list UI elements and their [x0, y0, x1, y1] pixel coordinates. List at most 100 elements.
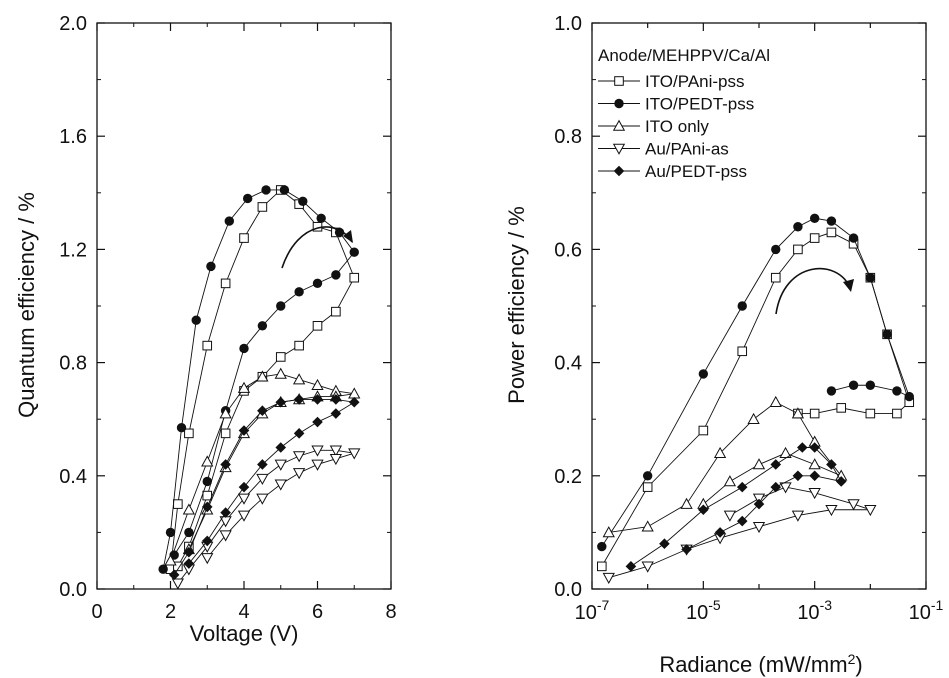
left-point-ito-pedt-pss	[261, 185, 271, 195]
right-point-ito-pani-pss	[892, 408, 902, 419]
legend-marker-ito-pani-pss	[614, 76, 624, 86]
right-point-ito-only	[747, 412, 760, 424]
right-point-ito-only	[680, 497, 693, 509]
left-x-axis-label: Voltage (V)	[190, 621, 299, 646]
right-point-au-pani-as	[752, 521, 766, 534]
left-point-au-pani-as	[274, 459, 287, 471]
right-x-tick-label: 10-5	[686, 597, 721, 624]
right-point-ito-pani-pss	[836, 403, 847, 413]
right-series-line-ito-only	[608, 401, 842, 533]
right-point-ito-pedt-pss	[809, 213, 820, 223]
left-point-ito-pedt-pss	[298, 196, 308, 206]
right-point-au-pani-as	[791, 510, 805, 522]
left-point-au-pedt-pss	[201, 501, 213, 513]
right-series-line-ito-pedt-pss	[601, 217, 911, 547]
left-point-ito-pedt-pss	[158, 564, 168, 574]
right-point-au-pedt-pss	[736, 515, 748, 527]
left-point-au-pedt-pss	[312, 394, 323, 405]
left-point-ito-pedt-pss	[242, 193, 253, 204]
right-x-tick-label: 10-3	[797, 597, 832, 624]
left-series-line-ito-pani-pss	[170, 189, 355, 570]
right-direction-arrow	[775, 267, 851, 315]
left-point-au-pedt-pss	[275, 442, 287, 453]
left-x-tick-label: 4	[238, 601, 249, 623]
right-series-line-au-pedt-pss	[630, 447, 843, 567]
left-point-ito-pani-pss	[220, 278, 231, 289]
legend-label-ito-only: ITO only	[645, 117, 709, 136]
left-point-au-pani-as	[237, 493, 251, 505]
left-point-ito-only	[256, 370, 269, 382]
left-point-au-pedt-pss	[348, 396, 360, 408]
right-y-tick-label: 0.6	[554, 239, 582, 261]
left-point-au-pedt-pss	[330, 408, 342, 419]
right-point-au-pani-as	[808, 487, 821, 500]
right-point-ito-pani-pss	[642, 482, 653, 492]
left-point-ito-only	[182, 503, 196, 515]
right-point-au-pedt-pss	[809, 442, 820, 453]
legend-marker-ito-pedt-pss	[614, 98, 624, 109]
right-point-au-pani-as	[864, 504, 877, 517]
left-point-ito-pedt-pss	[349, 247, 359, 257]
right-y-tick-label: 0.0	[554, 579, 582, 601]
right-y-tick-label: 0.2	[554, 466, 582, 488]
left-point-ito-pani-pss	[202, 340, 213, 351]
left-point-au-pedt-pss	[293, 394, 305, 405]
right-x-tick-label: 10-1	[909, 597, 944, 624]
right-point-au-pani-as	[825, 504, 838, 517]
left-y-tick-label: 1.6	[59, 126, 87, 148]
right-y-tick-label: 0.8	[554, 126, 582, 148]
left-point-au-pedt-pss	[330, 394, 342, 405]
left-point-au-pani-as	[292, 468, 306, 480]
left-point-ito-pedt-pss	[331, 270, 341, 280]
right-point-ito-pedt-pss	[892, 386, 902, 396]
left-y-tick-label: 1.2	[59, 239, 87, 261]
right-point-au-pani-as	[641, 561, 654, 573]
right-point-au-pedt-pss	[714, 527, 726, 538]
legend-title: Anode/MEHPPV/Ca/Al	[598, 46, 770, 65]
right-point-ito-pedt-pss	[597, 541, 607, 552]
right-point-au-pedt-pss	[826, 459, 837, 470]
left-point-au-pedt-pss	[201, 535, 213, 547]
right-point-ito-pani-pss	[809, 233, 820, 243]
legend-marker-ito-only	[612, 119, 626, 131]
left-point-au-pedt-pss	[257, 405, 268, 417]
left-ticks	[96, 22, 392, 590]
left-point-au-pani-as	[311, 459, 324, 471]
left-point-au-pedt-pss	[275, 396, 287, 408]
left-point-au-pani-as	[292, 451, 306, 463]
right-point-au-pani-as	[602, 572, 615, 585]
right-point-ito-pani-pss	[770, 272, 781, 283]
left-point-ito-pedt-pss	[316, 213, 326, 223]
left-point-ito-pedt-pss	[276, 301, 286, 311]
left-point-ito-pani-pss	[275, 352, 286, 362]
right-point-au-pani-as	[847, 499, 860, 511]
right-point-ito-pani-pss	[809, 408, 820, 419]
right-point-ito-pedt-pss	[771, 244, 781, 255]
left-point-ito-pani-pss	[173, 561, 183, 572]
right-point-ito-pedt-pss	[904, 391, 914, 402]
left-point-au-pedt-pss	[168, 569, 180, 581]
right-panel: 10-7 10-5 10-3 10-1 0.0 0.2 0.4 0.6 0.8 1.0 Anode…	[504, 13, 944, 677]
right-point-au-pani-as	[779, 482, 792, 494]
right-point-ito-only	[808, 458, 821, 470]
right-x-tick-label: 10-7	[575, 597, 610, 624]
left-point-au-pani-as	[219, 530, 232, 542]
legend-label-ito-pedt-pss: ITO/PEDT-pss	[645, 95, 754, 114]
left-panel: 0 2 4 6 8 0.0 0.4 0.8 1.2 1.6 2.0 Voltage (V) Quan…	[14, 13, 397, 646]
left-point-ito-pedt-pss	[165, 527, 176, 538]
right-point-au-pedt-pss	[659, 538, 670, 550]
left-x-tick-label: 0	[91, 601, 102, 623]
left-point-au-pani-as	[348, 448, 361, 460]
legend-marker-au-pedt-pss	[613, 165, 625, 177]
left-data-marks	[158, 185, 361, 590]
right-point-ito-only	[713, 446, 727, 458]
right-tick-labels: 10-7 10-5 10-3 10-1 0.0 0.2 0.4 0.6 0.8 1.0	[554, 13, 943, 624]
left-point-au-pani-as	[237, 510, 251, 522]
legend-label-ito-pani-pss: ITO/PAni-pss	[645, 72, 745, 91]
left-x-tick-label: 6	[312, 601, 323, 623]
left-point-ito-pani-pss	[202, 490, 213, 501]
right-point-au-pedt-pss	[698, 504, 709, 516]
left-point-ito-pedt-pss	[191, 315, 201, 325]
right-point-ito-pedt-pss	[848, 233, 859, 243]
